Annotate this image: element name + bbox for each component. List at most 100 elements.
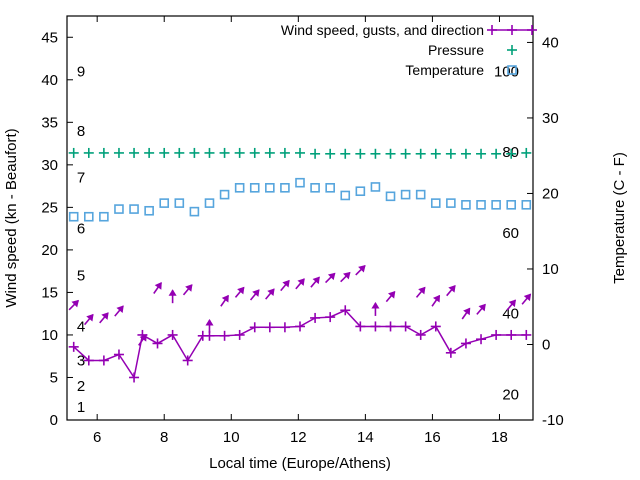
wind-direction-arrow — [385, 290, 396, 303]
x-tick-label: 12 — [290, 429, 307, 446]
plot-frame — [66, 15, 534, 421]
y2-tick-label: 20 — [542, 185, 559, 202]
arrow-head — [101, 312, 109, 320]
fahrenheit-label: 40 — [502, 306, 519, 323]
data-point-square — [295, 177, 305, 188]
arrow-head — [418, 286, 426, 295]
fahrenheit-label: 100 — [494, 63, 519, 80]
data-point-square — [355, 186, 366, 197]
data-point-square — [249, 183, 260, 193]
x-tick-label: 18 — [491, 429, 508, 446]
data-point-square — [174, 198, 185, 208]
data-point-square — [99, 211, 109, 222]
data-point-square — [461, 200, 471, 210]
y-axis-title: Wind speed (kn - Beaufort) — [3, 128, 20, 307]
wind-direction-arrow — [431, 294, 441, 307]
data-point-square — [280, 183, 290, 193]
data-point-square — [310, 183, 320, 193]
wind-direction-arrow — [461, 307, 471, 320]
data-point-square — [446, 198, 456, 208]
data-point-square — [144, 205, 154, 216]
data-point-square — [219, 189, 230, 200]
series-3 — [68, 177, 532, 222]
arrow-head — [448, 285, 456, 293]
wind-direction-arrow — [340, 271, 351, 283]
x-axis-title: Local time (Europe/Athens) — [209, 455, 391, 472]
arrow-head — [327, 272, 336, 281]
legend-marker-square — [507, 65, 517, 75]
arrow-head — [463, 307, 471, 316]
data-point-square — [204, 198, 215, 208]
arrow-head — [508, 299, 517, 308]
data-point-square — [385, 191, 396, 202]
wind-direction-arrow — [168, 289, 177, 304]
data-point-square — [491, 200, 501, 210]
chart-legend: Wind speed, gusts, and direction Pressure… — [281, 22, 537, 78]
wind-direction-arrow — [205, 318, 214, 333]
wind-direction-arrow — [506, 299, 517, 311]
data-point-square — [83, 211, 94, 222]
arrow-head — [252, 289, 260, 297]
wind-direction-arrow — [99, 312, 109, 324]
wind-direction-arrow — [182, 284, 193, 296]
x-tick-label: 10 — [223, 429, 240, 446]
data-point-square — [114, 204, 124, 214]
plot-border — [66, 15, 534, 421]
data-point-square — [415, 189, 426, 200]
beaufort-label: 8 — [77, 123, 85, 140]
arrow-head — [168, 289, 177, 296]
y2-tick-label: 10 — [542, 261, 559, 278]
beaufort-label: 5 — [77, 267, 85, 284]
arrow-head — [282, 279, 290, 288]
y-tick-label: 25 — [41, 199, 58, 216]
arrow-head — [205, 318, 214, 326]
legend-label: Wind speed, gusts, and direction — [281, 22, 484, 38]
arrow-head — [371, 301, 380, 309]
arrow-head — [388, 290, 396, 299]
x-tick-label: 6 — [93, 429, 101, 446]
fahrenheit-label: 60 — [502, 225, 519, 242]
arrow-head — [185, 284, 193, 292]
data-point-square — [189, 206, 200, 217]
beaufort-label: 1 — [77, 399, 85, 416]
arrow-head — [478, 303, 486, 312]
fahrenheit-label: 20 — [502, 386, 519, 403]
arrow-head — [139, 333, 147, 342]
wind-direction-arrow — [68, 299, 79, 311]
y2-tick-label: 30 — [542, 110, 559, 127]
wind-direction-arrow — [325, 272, 336, 284]
y2-tick-label: 0 — [542, 336, 550, 353]
legend-label: Temperature — [405, 62, 484, 78]
data-point-square — [430, 198, 441, 208]
x-tick-label: 8 — [160, 429, 168, 446]
data-point-square — [506, 200, 517, 210]
arrow-head — [86, 313, 94, 322]
data-point-square — [265, 183, 275, 193]
wind-direction-arrow — [138, 333, 147, 346]
wind-direction-arrow — [280, 279, 290, 292]
beaufort-label: 7 — [77, 170, 85, 187]
y-tick-label: 40 — [41, 72, 58, 89]
y-tick-label: 45 — [41, 29, 58, 46]
wind-direction-arrow — [265, 288, 275, 300]
wind-direction-arrow — [415, 286, 426, 298]
data-point-square — [159, 198, 170, 208]
beaufort-label: 6 — [77, 221, 85, 238]
arrow-head — [221, 294, 229, 303]
wind-direction-arrow — [521, 293, 532, 305]
arrow-head — [154, 282, 162, 290]
y2-tick-label: -10 — [542, 412, 564, 429]
wind-direction-arrow — [310, 276, 320, 288]
wind-direction-arrow — [153, 282, 162, 294]
y-tick-label: 15 — [41, 284, 58, 301]
x-axis-ticks: 6 8 10 12 14 16 18 — [93, 16, 508, 446]
arrow-head — [71, 299, 79, 308]
y-axis-ticks: 0 5 10 15 20 25 30 35 40 45 — [41, 29, 73, 429]
wind-direction-arrow — [114, 305, 124, 317]
wind-direction-arrow — [295, 278, 305, 290]
arrow-head — [297, 278, 305, 286]
data-point-square — [129, 204, 139, 214]
wind-direction-arrow — [371, 301, 380, 316]
